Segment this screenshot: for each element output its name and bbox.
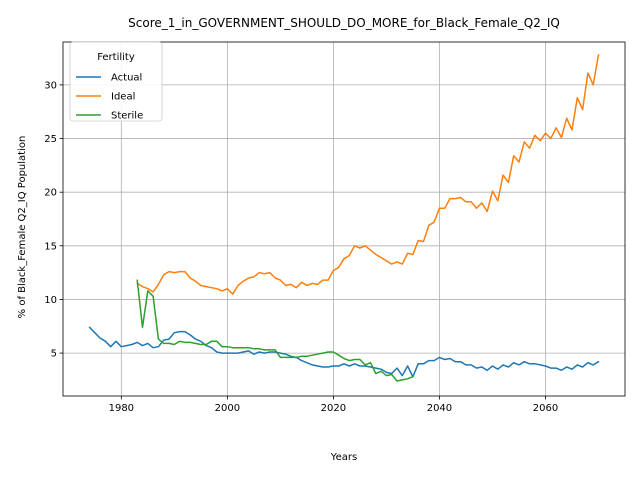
chart-title: Score_1_in_GOVERNMENT_SHOULD_DO_MORE_for… [128, 16, 560, 30]
legend-title: Fertility [97, 52, 135, 63]
y-tick-label: 5 [51, 349, 57, 360]
legend: Fertility Actual Ideal Sterile [69, 41, 163, 122]
legend-label-actual: Actual [111, 73, 142, 84]
x-tick-label: 2020 [321, 403, 346, 414]
x-tick-label: 1980 [109, 403, 134, 414]
y-tick-label: 30 [44, 80, 57, 91]
legend-frame [69, 41, 163, 122]
y-tick-label: 10 [44, 295, 57, 306]
x-tick-label: 2000 [215, 403, 240, 414]
y-tick-label: 25 [44, 134, 57, 145]
x-axis-ticks: 1980 2000 2020 2040 2060 [109, 396, 558, 414]
y-axis-label: % of Black_Female Q2_IQ Population [17, 136, 28, 319]
series-line-sterile [136, 279, 414, 382]
y-axis-ticks: 5 10 15 20 25 30 [44, 80, 63, 360]
series-line-actual [88, 326, 600, 378]
series-layer [88, 54, 600, 382]
legend-label-ideal: Ideal [111, 92, 135, 103]
x-axis-label: Years [330, 452, 357, 463]
y-tick-label: 20 [44, 188, 57, 199]
series-line-ideal [136, 54, 600, 295]
x-tick-label: 2040 [427, 403, 452, 414]
plot-frame [62, 41, 626, 397]
y-tick-label: 15 [44, 241, 57, 252]
grid-lines [63, 42, 625, 396]
legend-label-sterile: Sterile [111, 111, 143, 122]
x-tick-label: 2060 [533, 403, 558, 414]
